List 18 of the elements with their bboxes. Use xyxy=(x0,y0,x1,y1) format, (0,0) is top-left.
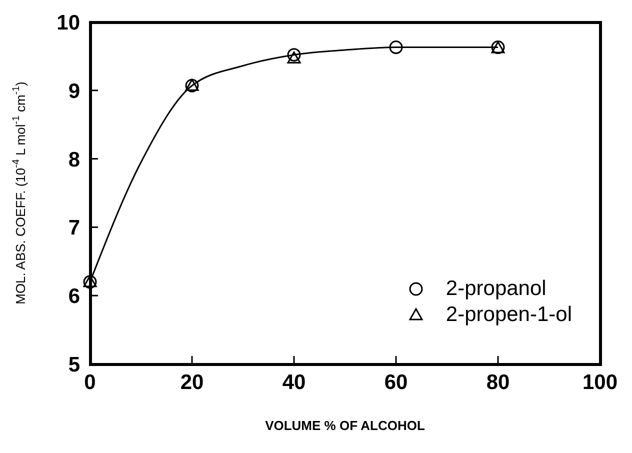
point xyxy=(287,48,301,62)
y-tick-label: 10 xyxy=(56,11,80,34)
x-tick-label: 20 xyxy=(180,370,204,394)
y-tick-label: 8 xyxy=(68,148,80,172)
y-tick-label: 5 xyxy=(68,353,80,376)
x-tick-label: 0 xyxy=(84,370,96,394)
x-tick-label: 60 xyxy=(384,370,408,394)
x-tick-label: 40 xyxy=(282,370,306,394)
point xyxy=(389,40,403,54)
x-axis-title: VOLUME % OF ALCOHOL xyxy=(265,418,425,433)
y-tick-label: 9 xyxy=(68,80,80,103)
legend-label: 2-propen-1-ol xyxy=(446,302,572,328)
y-tick-label: 7 xyxy=(68,216,80,240)
y-tick-label: 6 xyxy=(68,285,80,308)
point xyxy=(287,52,301,64)
x-tick-label: 80 xyxy=(486,370,510,394)
x-tick-label: 100 xyxy=(582,370,618,394)
legend-label: 2-propanol xyxy=(446,276,546,302)
